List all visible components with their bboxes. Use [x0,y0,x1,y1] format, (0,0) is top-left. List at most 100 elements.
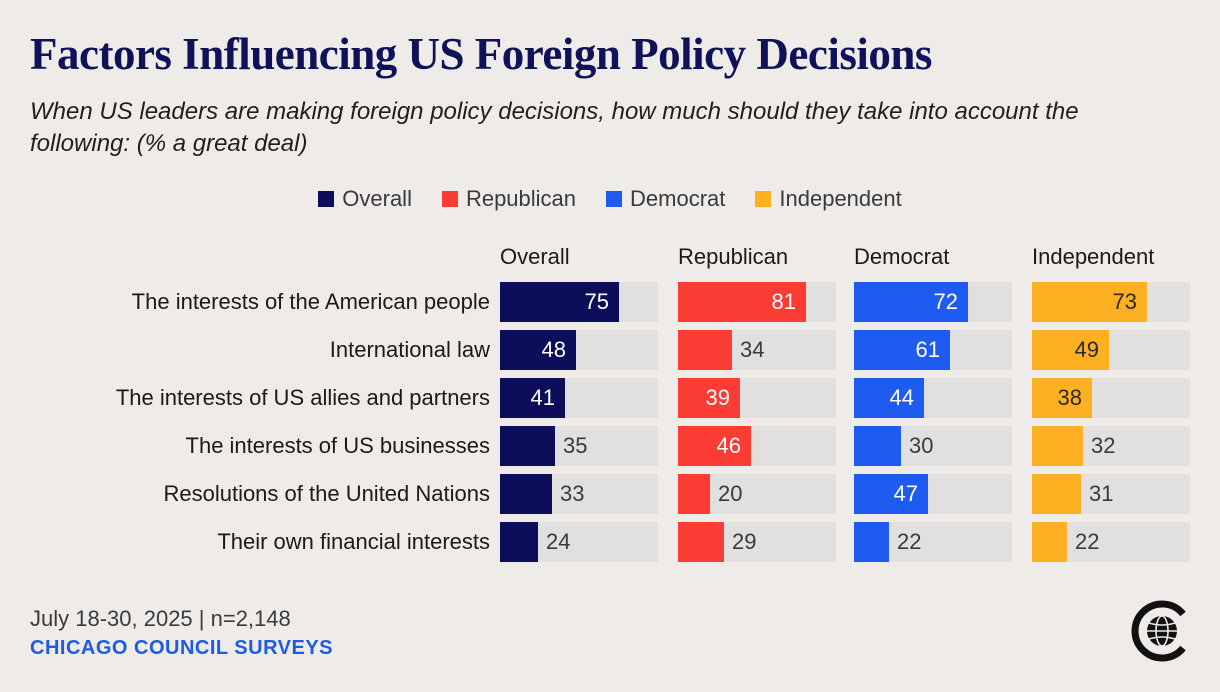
data-label: 35 [563,433,588,458]
bar-track: 22 [1032,522,1190,562]
category-label: Resolutions of the United Nations [163,481,490,506]
data-label: 72 [933,289,958,314]
bar-republican [678,330,732,370]
bar-track: 24 [500,522,658,562]
data-label: 22 [897,529,922,554]
data-label: 75 [584,289,609,314]
bar-track: 41 [500,378,658,418]
bar-overall [500,378,565,418]
data-label: 81 [771,289,796,314]
category-label: International law [329,337,490,362]
column-header-democrat: Democrat [854,244,950,269]
bar-democrat [854,282,968,322]
data-label: 34 [740,337,765,362]
legend-item-overall: Overall [318,186,412,212]
legend-label: Democrat [630,186,726,211]
bar-track: 29 [678,522,836,562]
data-label: 39 [705,385,730,410]
data-label: 38 [1057,385,1082,410]
data-label: 44 [889,385,914,410]
brand-name: CHICAGO COUNCIL SURVEYS [30,637,334,659]
bar-republican [678,522,724,562]
data-label: 24 [546,529,571,554]
bar-republican [678,282,806,322]
chicago-council-globe-icon [1131,600,1186,662]
data-label: 31 [1089,481,1114,506]
data-label: 22 [1075,529,1100,554]
bar-track: 46 [678,426,836,466]
legend: Overall Republican Democrat Independent [0,186,1220,212]
legend-label: Republican [465,186,577,211]
column-header-independent: Independent [1032,244,1155,269]
bar-track: 31 [1032,474,1190,514]
bar-track: 48 [500,330,658,370]
bar-overall [500,282,619,322]
legend-item-democrat: Democrat [606,186,725,212]
data-label: 49 [1074,337,1099,362]
legend-swatch-independent [755,191,772,207]
legend-label: Independent [779,186,902,211]
bar-overall [500,522,538,562]
bar-track: 44 [854,378,1012,418]
bar-independent [1032,282,1147,322]
bar-track: 32 [1032,426,1190,466]
legend-swatch-democrat [606,191,623,207]
bar-track: 20 [678,474,836,514]
data-label: 73 [1112,289,1137,314]
bar-track: 61 [854,330,1012,370]
bar-track: 35 [500,426,658,466]
bar-track: 34 [678,330,836,370]
bar-track: 30 [854,426,1012,466]
bar-democrat [854,378,924,418]
bar-independent [1032,330,1109,370]
bar-democrat [854,474,928,514]
bar-independent [1032,474,1081,514]
data-label: 32 [1091,433,1116,458]
legend-item-independent: Independent [755,186,902,212]
data-label: 41 [530,385,555,410]
bar-overall [500,330,576,370]
bar-track: 49 [1032,330,1190,370]
bar-track: 39 [678,378,836,418]
bar-independent [1032,378,1092,418]
bar-track: 33 [500,474,658,514]
bar-democrat [854,522,889,562]
category-label: The interests of US businesses [185,433,490,458]
bar-track: 47 [854,474,1012,514]
bar-overall [500,426,555,466]
bar-track: 73 [1032,282,1190,322]
data-label: 48 [541,337,566,362]
survey-date-sample: July 18-30, 2025 | n=2,148 [30,606,291,631]
bar-republican [678,474,710,514]
bar-independent [1032,426,1083,466]
data-label: 20 [718,481,743,506]
bar-track: 72 [854,282,1012,322]
column-header-overall: Overall [500,244,570,269]
bar-track: 75 [500,282,658,322]
data-label: 46 [716,433,741,458]
bar-democrat [854,426,901,466]
bar-republican [678,378,740,418]
legend-label: Overall [342,186,412,211]
bar-democrat [854,330,950,370]
bar-track: 81 [678,282,836,322]
data-label: 29 [732,529,757,554]
legend-item-republican: Republican [441,186,577,212]
data-label: 47 [893,481,918,506]
bar-overall [500,474,552,514]
legend-swatch-overall [318,191,335,207]
data-label: 61 [915,337,940,362]
chart-title: Factors Influencing US Foreign Policy De… [30,29,932,79]
bar-independent [1032,522,1067,562]
category-label: The interests of the American people [131,289,490,314]
data-label: 30 [909,433,934,458]
category-label: The interests of US allies and partners [115,385,490,410]
category-label: Their own financial interests [217,529,490,554]
bar-track: 22 [854,522,1012,562]
bar-republican [678,426,751,466]
data-label: 33 [560,481,585,506]
legend-swatch-republican [441,191,458,207]
chart-subtitle: When US leaders are making foreign polic… [30,98,1079,157]
bar-track: 38 [1032,378,1190,418]
column-header-republican: Republican [678,244,789,269]
